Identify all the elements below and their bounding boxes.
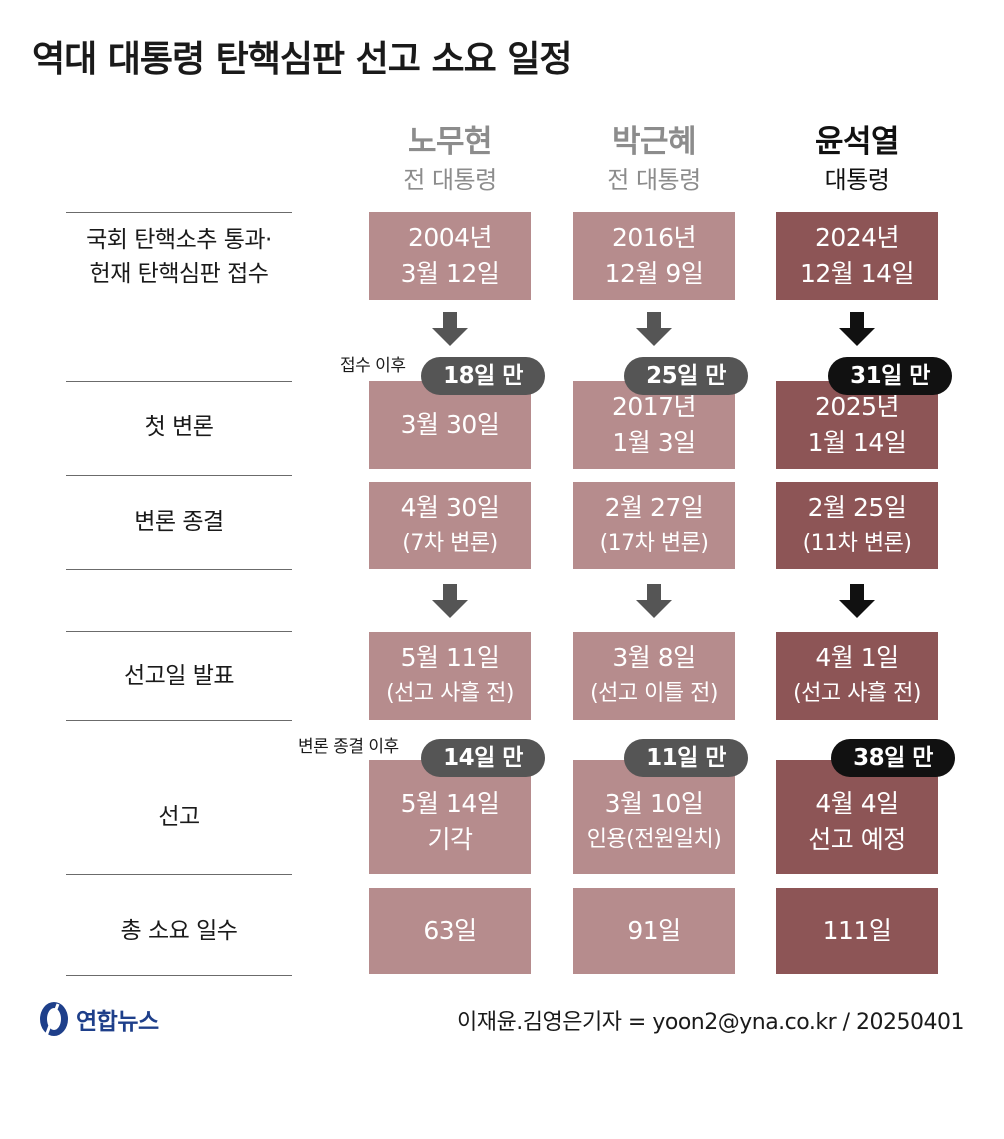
cell-announce-roh: 5월 11일 (선고 사흘 전)	[369, 632, 531, 720]
cell-line: 3월 8일	[612, 643, 696, 672]
row-label-first-hearing: 첫 변론	[144, 414, 214, 440]
cell-line: 63일	[423, 916, 477, 945]
cell-line: 인용(전원일치)	[586, 827, 722, 852]
duration-badge: 31일 만	[828, 357, 952, 395]
down-arrow-icon	[432, 312, 468, 346]
cell-line: 4월 1일	[815, 643, 899, 672]
cell-line: 3월 12일	[400, 259, 500, 288]
cell-line: 91일	[627, 916, 681, 945]
cell-line: 2016년	[611, 223, 697, 252]
row-divider	[66, 720, 292, 721]
cell-line: 3월 10일	[604, 789, 704, 818]
note-after-hearing-end: 변론 종결 이후	[298, 737, 399, 757]
cell-total-park: 91일	[573, 888, 735, 974]
duration-badge: 38일 만	[831, 739, 955, 777]
cell-total-roh: 63일	[369, 888, 531, 974]
row-divider	[66, 212, 292, 213]
president-name: 노무현	[407, 124, 493, 160]
cell-verdict-park: 3월 10일 인용(전원일치)	[573, 760, 735, 874]
down-arrow-icon	[839, 584, 875, 618]
cell-line: 12월 9일	[604, 259, 704, 288]
page-title: 역대 대통령 탄핵심판 선고 소요 일정	[32, 39, 572, 80]
cell-first-hearing-roh: 3월 30일	[369, 381, 531, 469]
row-divider	[66, 569, 292, 570]
note-after-receipt: 접수 이후	[340, 356, 406, 376]
row-label-verdict: 선고	[158, 804, 200, 830]
cell-announce-yoon: 4월 1일 (선고 사흘 전)	[776, 632, 938, 720]
cell-line: 2025년	[814, 392, 900, 421]
row-divider	[66, 631, 292, 632]
cell-line: 2004년	[407, 223, 493, 252]
cell-line: 12월 14일	[799, 259, 915, 288]
cell-line: 3월 30일	[400, 410, 500, 439]
cell-line: 5월 14일	[400, 789, 500, 818]
cell-hearing-end-roh: 4월 30일 (7차 변론)	[369, 482, 531, 569]
down-arrow-icon	[636, 312, 672, 346]
cell-line: (17차 변론)	[599, 530, 709, 556]
cell-line: (선고 사흘 전)	[793, 681, 921, 706]
row-label-hearing-end: 변론 종결	[134, 509, 224, 535]
cell-line: (11차 변론)	[802, 530, 912, 556]
duration-badge: 18일 만	[421, 357, 545, 395]
column-header-yoon: 윤석열 대통령	[776, 122, 938, 196]
cell-line: 4월 30일	[400, 492, 500, 522]
cell-verdict-yoon: 4월 4일 선고 예정	[776, 760, 938, 874]
row-divider	[66, 475, 292, 476]
cell-verdict-roh: 5월 14일 기각	[369, 760, 531, 874]
cell-line: 1월 14일	[807, 428, 907, 457]
cell-first-hearing-yoon: 2025년 1월 14일	[776, 381, 938, 469]
column-header-park: 박근혜 전 대통령	[573, 122, 735, 196]
row-label-total: 총 소요 일수	[120, 918, 238, 944]
cell-line: 2월 27일	[604, 492, 704, 522]
cell-receipt-yoon: 2024년 12월 14일	[776, 212, 938, 300]
cell-line: 1월 3일	[612, 428, 696, 457]
yonhap-logo-icon	[40, 1002, 68, 1037]
cell-line: 2024년	[814, 223, 900, 252]
cell-hearing-end-yoon: 2월 25일 (11차 변론)	[776, 482, 938, 569]
logo-text: 연합뉴스	[76, 1009, 159, 1035]
president-title: 전 대통령	[607, 166, 701, 194]
president-name: 윤석열	[814, 124, 900, 160]
cell-first-hearing-park: 2017년 1월 3일	[573, 381, 735, 469]
row-divider	[66, 874, 292, 875]
duration-badge: 11일 만	[624, 739, 748, 777]
president-name: 박근혜	[611, 124, 697, 160]
cell-line: 2017년	[611, 392, 697, 421]
cell-line: (선고 사흘 전)	[386, 681, 514, 706]
duration-badge: 14일 만	[421, 739, 545, 777]
down-arrow-icon	[432, 584, 468, 618]
row-divider	[66, 381, 292, 382]
cell-line: 2월 25일	[807, 492, 907, 522]
cell-line: 선고 예정	[808, 825, 906, 854]
row-label-line: 헌재 탄핵심판 접수	[89, 261, 269, 287]
cell-receipt-roh: 2004년 3월 12일	[369, 212, 531, 300]
row-label-line: 국회 탄핵소추 통과·	[86, 227, 272, 253]
cell-line: 111일	[822, 916, 892, 945]
cell-total-yoon: 111일	[776, 888, 938, 974]
cell-line: (7차 변론)	[402, 530, 498, 556]
president-title: 전 대통령	[403, 166, 497, 194]
cell-line: 4월 4일	[815, 789, 899, 818]
row-divider	[66, 975, 292, 976]
row-label-receipt: 국회 탄핵소추 통과· 헌재 탄핵심판 접수	[66, 223, 292, 291]
down-arrow-icon	[636, 584, 672, 618]
cell-hearing-end-park: 2월 27일 (17차 변론)	[573, 482, 735, 569]
president-title: 대통령	[824, 166, 890, 194]
credit-line: 이재윤.김영은기자 = yoon2@yna.co.kr / 20250401	[457, 1010, 964, 1035]
cell-announce-park: 3월 8일 (선고 이틀 전)	[573, 632, 735, 720]
down-arrow-icon	[839, 312, 875, 346]
cell-line: 기각	[427, 825, 473, 854]
row-label-announce: 선고일 발표	[123, 663, 235, 689]
column-header-roh: 노무현 전 대통령	[369, 122, 531, 196]
yonhap-logo: 연합뉴스	[38, 1000, 159, 1038]
duration-badge: 25일 만	[624, 357, 748, 395]
cell-receipt-park: 2016년 12월 9일	[573, 212, 735, 300]
cell-line: 5월 11일	[400, 643, 500, 672]
cell-line: (선고 이틀 전)	[590, 681, 718, 706]
